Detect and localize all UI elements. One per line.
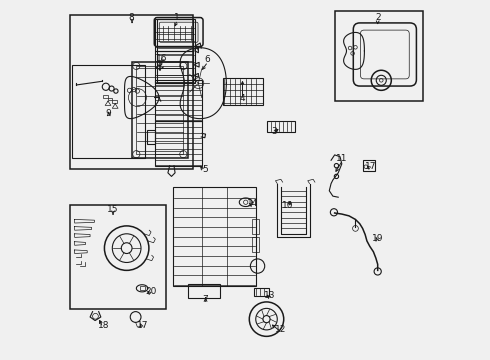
Text: 19: 19 <box>372 234 384 243</box>
Text: 12: 12 <box>275 325 287 334</box>
Text: 4: 4 <box>240 94 245 103</box>
Text: 17: 17 <box>137 321 148 330</box>
Bar <box>252 220 259 234</box>
Text: 3: 3 <box>271 127 276 136</box>
Text: 13: 13 <box>264 291 276 300</box>
Text: 10: 10 <box>282 201 294 210</box>
Bar <box>70 205 166 309</box>
Bar <box>254 288 269 296</box>
Bar <box>155 121 202 166</box>
Bar <box>223 78 263 105</box>
Text: 5: 5 <box>202 165 208 174</box>
Bar <box>155 51 193 83</box>
Bar <box>252 237 259 252</box>
Bar <box>155 19 193 51</box>
Text: 16: 16 <box>156 54 168 63</box>
Text: 20: 20 <box>146 287 157 296</box>
Text: 17: 17 <box>365 162 376 171</box>
Text: 7: 7 <box>203 294 208 303</box>
Bar <box>136 66 183 154</box>
Text: 6: 6 <box>204 55 210 64</box>
Text: 11: 11 <box>336 154 347 163</box>
Bar <box>335 12 422 101</box>
Text: 15: 15 <box>106 205 118 214</box>
Bar <box>364 160 375 171</box>
Bar <box>188 284 220 298</box>
Text: 2: 2 <box>376 13 381 22</box>
Bar <box>267 121 295 132</box>
Text: 8: 8 <box>128 13 134 22</box>
Bar <box>72 65 145 158</box>
Bar <box>112 100 117 103</box>
Bar <box>140 286 145 291</box>
Bar <box>132 62 188 158</box>
Bar <box>173 187 256 286</box>
Bar <box>108 98 112 100</box>
Text: 1: 1 <box>174 13 180 22</box>
Bar <box>155 80 202 121</box>
Bar <box>147 130 155 144</box>
Text: 14: 14 <box>246 199 258 208</box>
Bar <box>157 19 195 83</box>
Bar <box>70 15 193 169</box>
Text: 9: 9 <box>105 109 111 118</box>
Text: 18: 18 <box>98 321 109 330</box>
Bar <box>103 95 108 98</box>
